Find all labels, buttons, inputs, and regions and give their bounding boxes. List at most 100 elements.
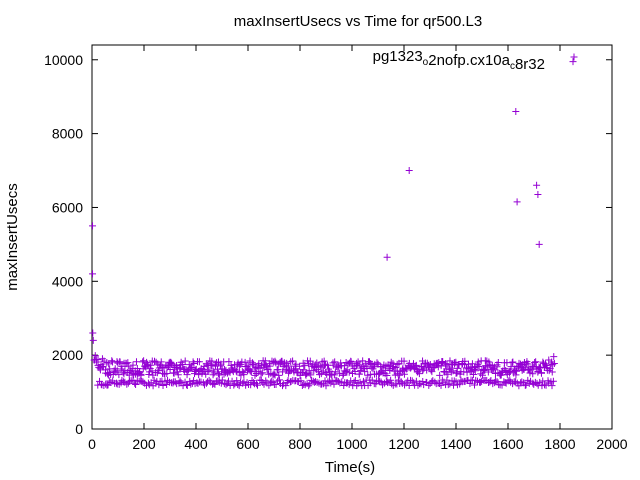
data-point — [214, 370, 222, 378]
data-point — [238, 368, 246, 376]
data-point — [106, 369, 114, 377]
data-point — [535, 240, 543, 248]
data-point — [205, 366, 213, 374]
data-point — [515, 382, 523, 390]
data-point — [155, 381, 163, 389]
data-point — [345, 380, 353, 388]
data-point — [525, 366, 533, 374]
data-point — [451, 360, 459, 368]
x-tick-label: 1400 — [440, 436, 471, 452]
data-point — [157, 358, 165, 366]
data-point — [522, 381, 530, 389]
data-point — [356, 361, 364, 369]
data-point — [190, 360, 198, 368]
data-point — [536, 364, 544, 372]
data-point — [461, 357, 469, 365]
data-point — [480, 367, 488, 375]
data-point — [314, 368, 322, 376]
data-point — [447, 368, 455, 376]
data-point — [116, 358, 124, 366]
data-point — [513, 198, 521, 206]
data-point — [187, 380, 195, 388]
data-point — [222, 381, 230, 389]
data-point — [387, 376, 395, 384]
data-point — [472, 376, 480, 384]
data-point — [493, 363, 501, 371]
data-point — [171, 378, 179, 386]
data-point — [475, 363, 483, 371]
legend-label: pg1323o2nofp.cx10ac8r32 — [373, 48, 545, 73]
data-point — [533, 181, 541, 189]
data-point — [387, 358, 395, 366]
data-point — [431, 378, 439, 386]
data-point — [469, 371, 477, 379]
data-point — [444, 381, 452, 389]
data-point — [181, 357, 189, 365]
x-tick-label: 1200 — [388, 436, 419, 452]
data-point — [479, 371, 487, 379]
data-point — [509, 358, 517, 366]
data-point — [549, 361, 557, 369]
data-point — [301, 362, 309, 370]
data-point — [232, 367, 240, 375]
data-point — [261, 357, 269, 365]
data-point — [415, 370, 423, 378]
data-point — [140, 357, 148, 365]
chart-title: maxInsertUsecs vs Time for qr500.L3 — [234, 13, 482, 30]
data-point — [159, 382, 167, 390]
data-point — [225, 358, 233, 366]
y-axis: 0 2000 4000 6000 8000 10000 — [44, 52, 612, 437]
data-point — [210, 369, 218, 377]
data-point — [125, 377, 133, 385]
legend-marker — [570, 53, 578, 61]
data-point — [342, 368, 350, 376]
data-point — [148, 367, 156, 375]
data-point — [338, 378, 346, 386]
data-point — [405, 167, 413, 175]
data-point — [108, 357, 116, 365]
x-axis-label: Time(s) — [325, 459, 375, 476]
data-point — [331, 368, 339, 376]
data-point — [550, 360, 558, 368]
x-tick-label: 1000 — [336, 436, 367, 452]
data-point — [397, 378, 405, 386]
data-point — [550, 353, 558, 361]
data-point — [442, 362, 450, 370]
data-point — [366, 371, 374, 379]
data-point — [251, 371, 259, 379]
data-point — [443, 376, 451, 384]
x-tick-label: 800 — [288, 436, 312, 452]
data-point — [195, 358, 203, 366]
data-point — [330, 371, 338, 379]
data-point — [89, 270, 97, 278]
data-point — [246, 367, 254, 375]
data-point — [144, 360, 152, 368]
data-point — [534, 191, 542, 199]
data-point — [316, 363, 324, 371]
data-point — [335, 369, 343, 377]
data-point — [531, 359, 539, 367]
data-point — [310, 367, 318, 375]
data-point — [233, 377, 241, 385]
x-tick-label: 2000 — [596, 436, 627, 452]
data-point — [211, 380, 219, 388]
y-tick-label: 8000 — [52, 126, 83, 142]
data-point — [400, 357, 408, 365]
data-point — [339, 371, 347, 379]
y-tick-label: 6000 — [52, 199, 83, 215]
x-tick-label: 0 — [88, 436, 96, 452]
data-point — [257, 370, 265, 378]
data-point — [518, 378, 526, 386]
data-point — [436, 371, 444, 379]
data-point — [345, 368, 353, 376]
data-point — [168, 360, 176, 368]
data-point — [276, 376, 284, 384]
data-point — [414, 381, 422, 389]
data-point — [139, 378, 147, 386]
data-point — [471, 381, 479, 389]
data-point — [285, 362, 293, 370]
data-point — [350, 378, 358, 386]
data-point — [569, 58, 577, 66]
